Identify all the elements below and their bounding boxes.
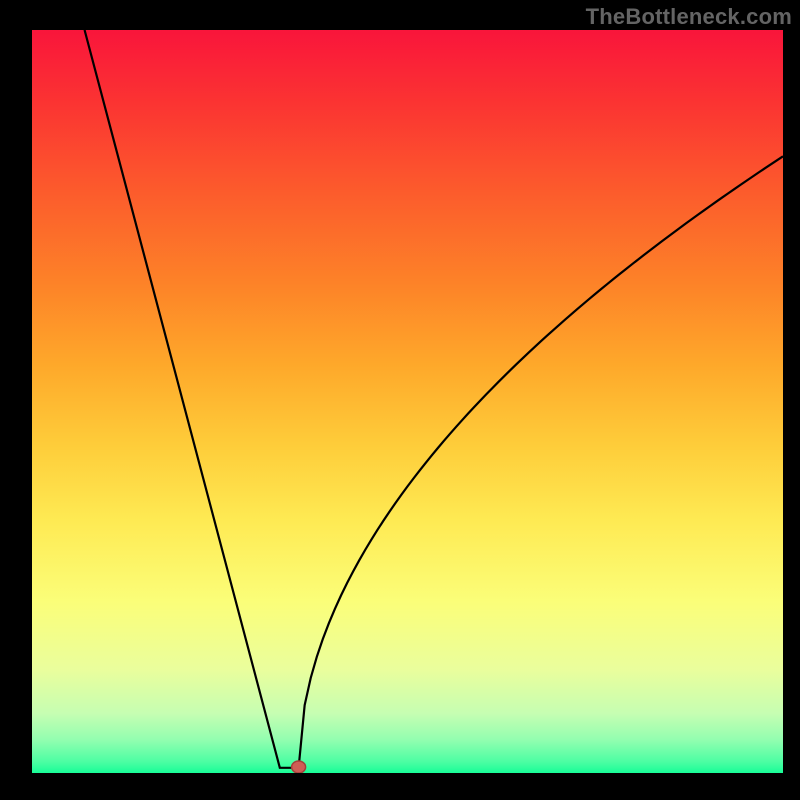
frame-border (0, 0, 32, 800)
optimal-marker (292, 761, 306, 773)
frame-border (783, 0, 800, 800)
frame-border (0, 773, 800, 800)
bottleneck-chart (0, 0, 800, 800)
watermark-text: TheBottleneck.com (586, 4, 792, 30)
page-root: TheBottleneck.com (0, 0, 800, 800)
plot-gradient-bg (32, 30, 783, 773)
